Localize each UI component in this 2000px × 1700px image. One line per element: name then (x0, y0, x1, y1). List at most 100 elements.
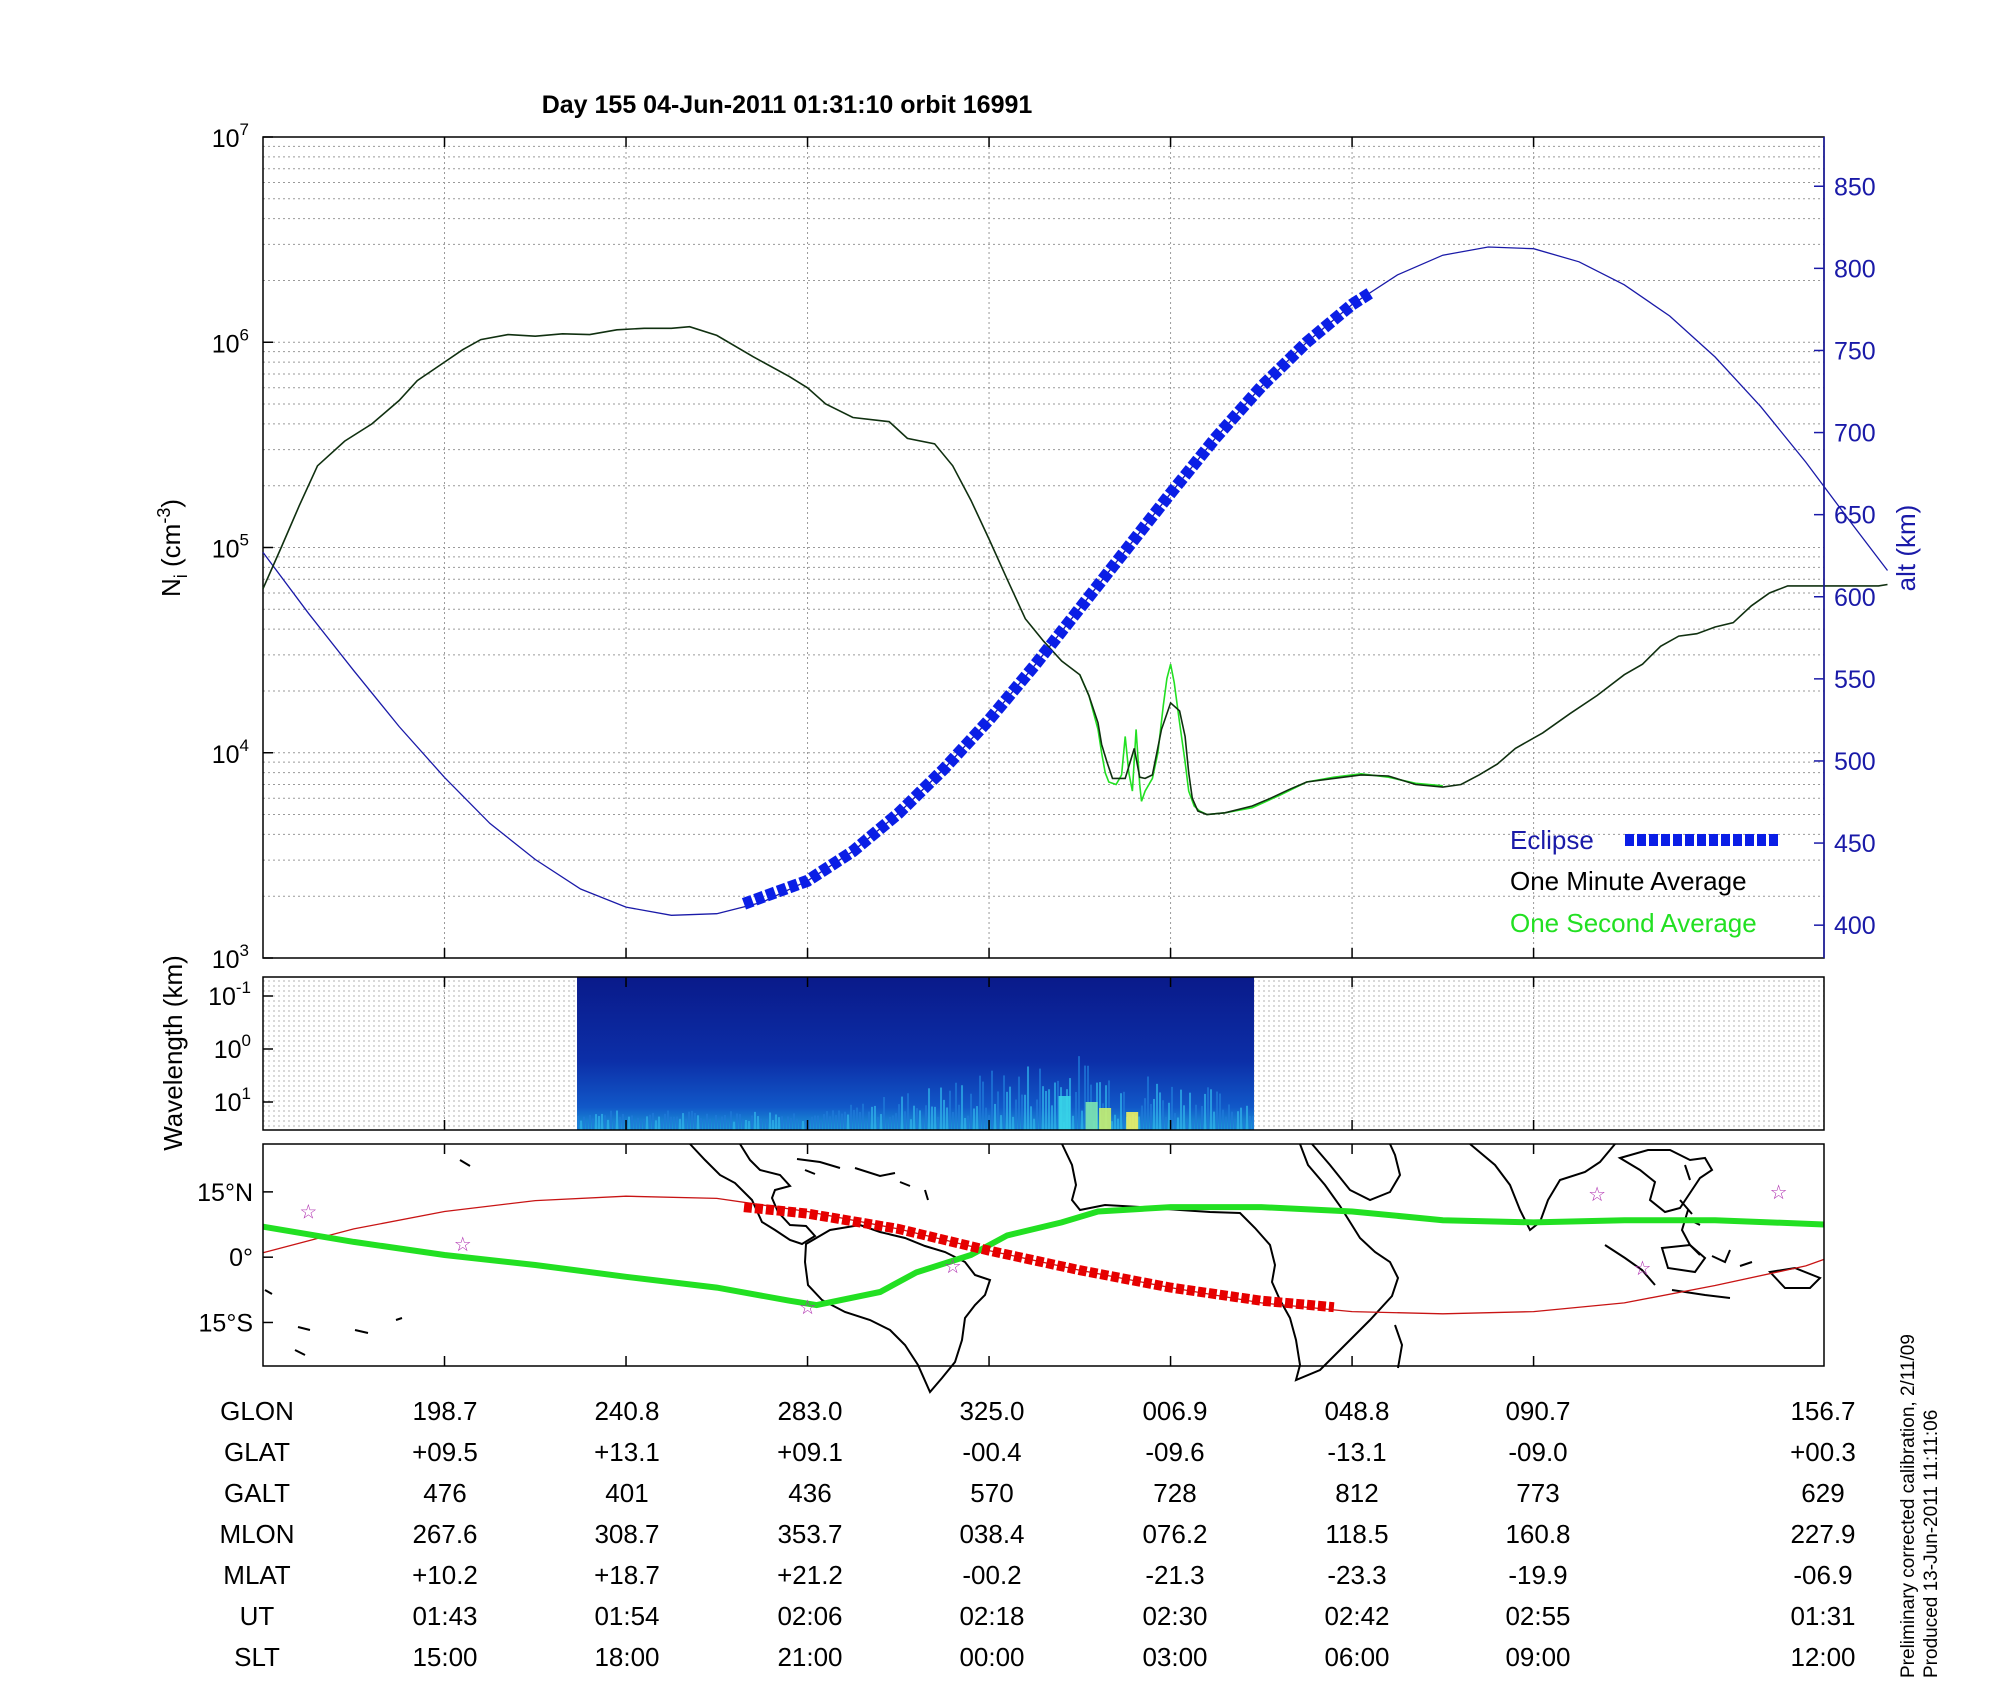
spectrogram-streak (964, 1117, 967, 1130)
info-row-label: GLON (220, 1396, 294, 1426)
info-cell: 090.7 (1505, 1396, 1570, 1426)
spectrogram-streak (706, 1113, 709, 1130)
spectrogram-streak (718, 1120, 721, 1130)
spectrogram-streak (1015, 1099, 1018, 1130)
y2-tick-label: 800 (1834, 255, 1876, 283)
spectrogram-streak (904, 1111, 907, 1130)
info-row-label: SLT (234, 1642, 280, 1672)
spectrogram-streak (1045, 1090, 1048, 1130)
spectrogram-streak (1141, 1105, 1144, 1130)
spectrogram-panel: 10-1 100 101 Wavelength (km) (158, 955, 1825, 1151)
spectrogram-streak (1108, 1080, 1111, 1130)
spectrogram-streak (769, 1112, 772, 1130)
spectrogram-streak (1081, 1110, 1084, 1130)
info-cell: 076.2 (1142, 1519, 1207, 1549)
spectrogram-streak (835, 1115, 838, 1130)
info-cell: 02:42 (1324, 1601, 1389, 1631)
info-cell: -00.4 (962, 1437, 1021, 1467)
spectrogram-streak (709, 1118, 712, 1130)
spectrogram-streak (634, 1120, 637, 1130)
spectrogram-streak (1156, 1083, 1159, 1130)
spectrogram-streak (751, 1115, 754, 1130)
y-tick-label: 100 (214, 1031, 251, 1064)
spectrogram-streak (1051, 1105, 1054, 1130)
spectrogram-streak (730, 1111, 733, 1130)
info-cell: 048.8 (1324, 1396, 1389, 1426)
spectrogram-streak (811, 1116, 814, 1130)
spectrogram-streak (631, 1115, 634, 1130)
spectrogram-streak (1039, 1068, 1042, 1130)
spectrogram-streak (643, 1119, 646, 1130)
spectrogram-streak (1021, 1094, 1024, 1130)
spectrogram-streak (790, 1117, 793, 1130)
spectrogram-streak (760, 1118, 763, 1130)
station-star-icon: ☆ (799, 1297, 817, 1319)
y2-tick-label: 850 (1834, 173, 1876, 201)
spectrogram-streak (1225, 1116, 1228, 1130)
legend-one-second-label: One Second Average (1510, 908, 1757, 938)
spectrogram-streak (727, 1120, 730, 1130)
spectrogram-streak (1219, 1093, 1222, 1130)
spectrogram-streak (973, 1108, 976, 1130)
info-cell: 353.7 (777, 1519, 842, 1549)
spectrogram-streak (808, 1121, 811, 1130)
spectrogram-streak (985, 1107, 988, 1130)
coastline-arabia (1311, 1143, 1402, 1202)
spectrogram-streak (1105, 1085, 1108, 1130)
info-cell: -00.2 (962, 1560, 1021, 1590)
spectrogram-image (577, 977, 1255, 1130)
spectrogram-streak (577, 1116, 580, 1130)
spectrogram-streak (616, 1110, 619, 1130)
info-cell: 15:00 (412, 1642, 477, 1672)
spectrogram-streak (1138, 1116, 1141, 1130)
spectrogram-streak (1033, 1118, 1036, 1130)
spectrogram-streak (994, 1103, 997, 1130)
density-axis-label: Ni (cm-3) (154, 499, 191, 597)
spectrogram-streak (1246, 1105, 1249, 1130)
spectrogram-streak (586, 1121, 589, 1130)
spectrogram-streak (1042, 1086, 1045, 1130)
one-second-average-line (1079, 663, 1443, 816)
spectrogram-hotspot (1085, 1102, 1098, 1130)
info-cell: 01:54 (594, 1601, 659, 1631)
spectrogram-streak (991, 1070, 994, 1130)
info-cell: 06:00 (1324, 1642, 1389, 1672)
info-cell: 227.9 (1790, 1519, 1855, 1549)
spectrogram-streak (1111, 1121, 1114, 1130)
map-lat-tick-label: 15°S (199, 1309, 253, 1337)
spectrogram-streak (766, 1119, 769, 1130)
spectrogram-streak (1201, 1105, 1204, 1130)
spectrogram-streak (919, 1110, 922, 1130)
y2-tick-label: 600 (1834, 584, 1876, 612)
spectrogram-streak (1114, 1114, 1117, 1130)
spectrogram-streak (961, 1085, 964, 1130)
spectrogram-streak (817, 1115, 820, 1130)
spectrogram-streak (949, 1090, 952, 1130)
info-cell: 03:00 (1142, 1642, 1207, 1672)
spectrogram-streak (820, 1120, 823, 1130)
spectrogram-streak (676, 1116, 679, 1130)
spectrogram-streak (1057, 1080, 1060, 1130)
info-cell: 02:18 (959, 1601, 1024, 1631)
spectrogram-streak (733, 1121, 736, 1130)
spectrogram-streak (1006, 1091, 1009, 1130)
coastline-south-america (803, 1223, 992, 1394)
spectrogram-streak (958, 1104, 961, 1130)
spectrogram-streak (787, 1116, 790, 1130)
spectrogram-streak (589, 1114, 592, 1130)
spectrogram-streak (946, 1107, 949, 1130)
y-tick-label: 107 (212, 120, 249, 153)
spectrogram-streak (874, 1105, 877, 1130)
y2-tick-label: 450 (1834, 830, 1876, 858)
map-series: ☆ ☆ ☆ ☆ ☆ ☆ ☆ (262, 1182, 1825, 1319)
spectrogram-streak (955, 1082, 958, 1130)
coastline-caribbean-islands (459, 1158, 929, 1201)
spectrogram-streak (1222, 1109, 1225, 1130)
spectrogram-streak (691, 1110, 694, 1130)
density-panel: 103 104 105 106 107 400 450 500 550 600 650 700 750… (154, 120, 1921, 974)
station-star-icon: ☆ (299, 1201, 317, 1223)
info-cell: -21.3 (1145, 1560, 1204, 1590)
spectrogram-streak (1162, 1100, 1165, 1130)
spectrogram-streak (868, 1111, 871, 1130)
spectrogram-streak (610, 1110, 613, 1130)
